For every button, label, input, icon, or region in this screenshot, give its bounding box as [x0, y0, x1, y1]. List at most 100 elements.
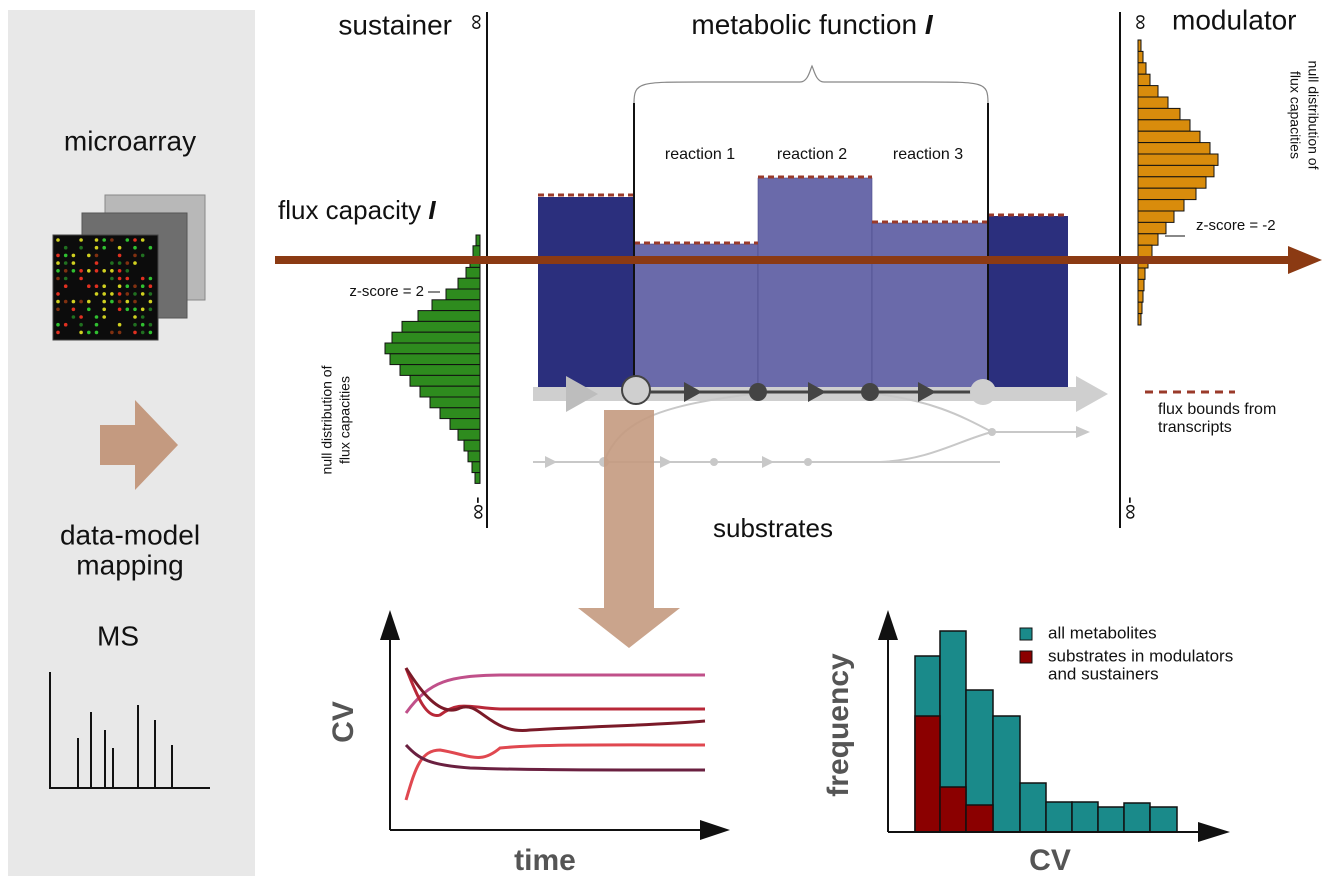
- infinity: ∞: [1129, 14, 1154, 30]
- array-spot: [140, 253, 145, 258]
- array-spot: [56, 292, 60, 296]
- sustainer-bar: [538, 197, 634, 388]
- array-spot: [148, 299, 153, 304]
- hist-bar: [1019, 782, 1047, 833]
- hist-bar: [1137, 96, 1169, 109]
- hist-bar: [457, 277, 481, 290]
- array-spot: [140, 330, 145, 335]
- array-spot: [71, 315, 76, 319]
- array-spot: [79, 322, 83, 327]
- array-spot: [125, 307, 130, 312]
- null-label: null distribution of: [1305, 61, 1321, 170]
- array-spot: [79, 330, 83, 335]
- array-spot: [110, 238, 114, 242]
- infinity: -∞: [1119, 496, 1144, 519]
- hist-axes: [887, 625, 1200, 833]
- array-spot: [56, 322, 60, 327]
- array-spot: [140, 238, 145, 242]
- array-spot: [94, 315, 99, 319]
- array-spot: [133, 292, 137, 296]
- array-spot: [110, 292, 114, 296]
- hist-x-label: CV: [1029, 844, 1071, 876]
- array-spot: [148, 307, 153, 312]
- array-spot: [133, 284, 137, 289]
- array-spot: [125, 238, 130, 242]
- array-spot: [117, 284, 122, 289]
- array-spot: [133, 322, 137, 327]
- cv-arrowheads: [380, 610, 730, 840]
- array-spot: [110, 261, 114, 265]
- array-spot: [148, 322, 153, 327]
- legend-label: all metabolites: [1048, 623, 1157, 642]
- array-spot: [56, 299, 60, 304]
- array-spot: [79, 276, 83, 281]
- array-spot: [148, 284, 153, 289]
- mapping-arrow: [100, 400, 178, 490]
- array-spot: [94, 238, 99, 242]
- array-spot: [110, 276, 114, 281]
- array-spot: [63, 276, 68, 281]
- reaction-label: reaction 3: [893, 146, 963, 163]
- substrates-label: substrates: [713, 513, 833, 543]
- hist-bar: [429, 396, 481, 409]
- hist-bar: [1137, 290, 1144, 303]
- array-spot: [71, 299, 76, 304]
- array-spot: [140, 322, 145, 327]
- hist-bar: [1123, 802, 1151, 833]
- array-spot: [87, 299, 91, 304]
- hist-bar: [1045, 801, 1073, 833]
- function-title: metabolic function I: [691, 9, 933, 40]
- array-spot: [133, 330, 137, 335]
- hist-bar: [1137, 39, 1142, 52]
- array-spot: [63, 269, 68, 273]
- down-arrow: [578, 410, 680, 648]
- array-spot: [63, 284, 68, 289]
- hist-bar: [399, 364, 481, 376]
- hist-bar: [467, 450, 481, 463]
- reaction-label: reaction 1: [665, 146, 735, 163]
- legend-label: substrates in modulators: [1048, 646, 1233, 665]
- brace: [633, 64, 989, 104]
- hist-y-label: frequency: [822, 653, 855, 797]
- array-spot: [87, 284, 91, 289]
- hist-bar: [449, 418, 481, 430]
- array-spot: [56, 238, 60, 242]
- hist-bar: [1137, 301, 1143, 315]
- zscore-label: z-score = -2: [1196, 217, 1276, 234]
- array-spot: [63, 261, 68, 265]
- array-spot: [148, 292, 153, 296]
- hist-bar: [1137, 50, 1144, 64]
- hist-bar: [439, 407, 481, 420]
- hist-bar: [1137, 153, 1219, 166]
- array-spot: [94, 261, 99, 265]
- function-title-text: metabolic function: [691, 9, 917, 40]
- mapping-label: mapping: [76, 549, 183, 580]
- array-spot: [110, 269, 114, 273]
- array-spot: [140, 276, 145, 281]
- array-spot: [133, 238, 137, 242]
- array-spot: [56, 269, 60, 273]
- hist-bar: [401, 320, 481, 333]
- hist-bar: [474, 472, 481, 484]
- hist-bar: [409, 374, 481, 387]
- array-spot: [117, 307, 122, 312]
- array-spot: [63, 253, 68, 258]
- hist-bar: [1097, 806, 1125, 833]
- array-spot: [102, 299, 106, 304]
- array-spot: [125, 276, 130, 281]
- array-spot: [133, 307, 137, 312]
- hist-bar: [1137, 221, 1167, 235]
- array-spot: [117, 245, 122, 250]
- flux-capacity-text: flux capacity: [278, 195, 421, 225]
- hist-bar: [1137, 210, 1175, 223]
- hist-bar: [419, 385, 481, 398]
- array-spot: [148, 245, 153, 250]
- array-spot: [94, 269, 99, 273]
- array-spot: [102, 238, 106, 242]
- null-histogram-left: [384, 234, 481, 484]
- hist-bar: [1137, 130, 1201, 144]
- array-spot: [79, 299, 83, 304]
- hist-bar: [445, 288, 481, 301]
- metabolite-node: [970, 379, 996, 405]
